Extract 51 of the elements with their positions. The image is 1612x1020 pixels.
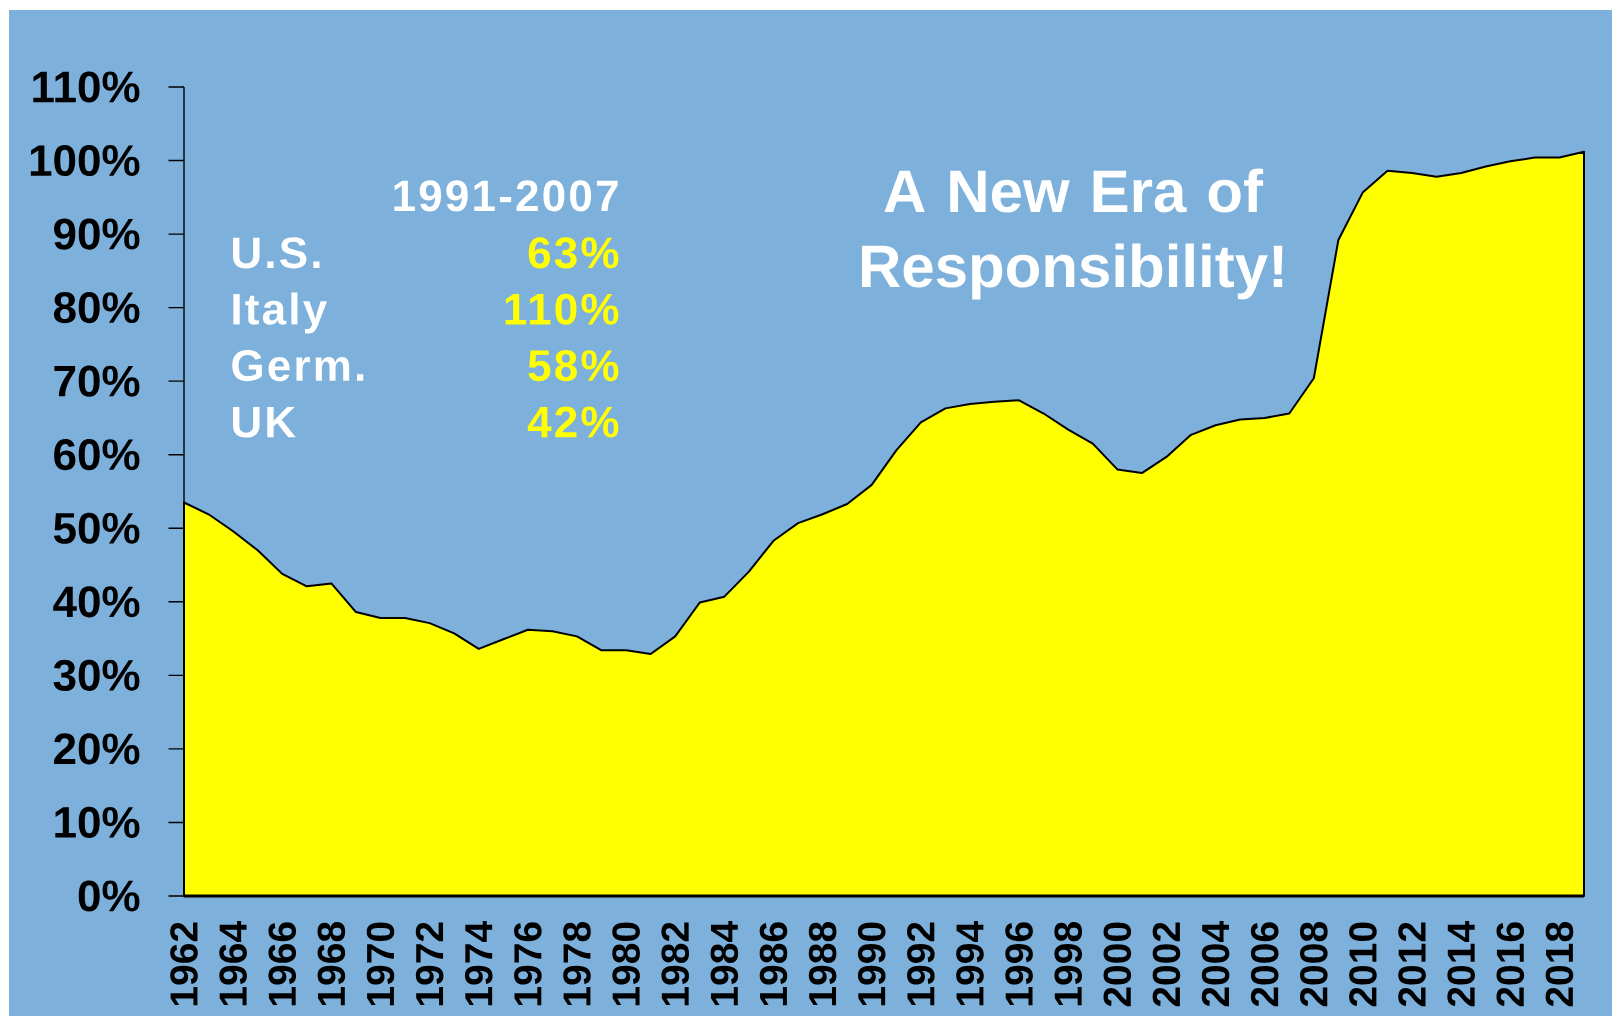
- x-tick-label: 1998: [1054, 922, 1083, 1006]
- x-tick-label: 1968: [317, 922, 346, 1006]
- y-tick-label: 0%: [78, 880, 140, 912]
- x-tick-label: 2000: [1103, 922, 1132, 1007]
- x-tick-label: 2006: [1250, 922, 1279, 1007]
- y-tick-label: 30%: [53, 659, 140, 691]
- y-tick-label: 90%: [54, 218, 140, 250]
- annotation: 63%: [528, 237, 619, 269]
- y-tick-label: 40%: [53, 586, 140, 618]
- x-tick-label: 1996: [1005, 922, 1033, 1006]
- x-tick-label: 1972: [415, 922, 444, 1006]
- x-tick-label: 2016: [1496, 922, 1525, 1007]
- x-tick-label: 2010: [1349, 922, 1377, 1007]
- y-tick-label: 100%: [30, 144, 140, 177]
- x-tick-label: 2014: [1447, 921, 1475, 1007]
- annotation: 58%: [528, 350, 619, 382]
- x-tick-label: 1980: [612, 922, 640, 1006]
- x-tick-label: 1990: [857, 922, 886, 1006]
- x-tick-label: 1994: [956, 921, 984, 1006]
- y-tick-label: 10%: [55, 806, 140, 839]
- x-tick-label: 1986: [759, 922, 788, 1006]
- y-tick-label: 60%: [54, 439, 140, 471]
- y-tick-label: 50%: [53, 512, 140, 544]
- y-tick-label: 70%: [54, 365, 140, 397]
- annotation: Italy: [233, 292, 327, 334]
- x-tick-label: 2004: [1201, 921, 1230, 1007]
- y-tick-label: 20%: [54, 733, 140, 765]
- x-tick-label: 2018: [1545, 922, 1574, 1007]
- text: A New Era of Responsibility!: [862, 168, 1283, 300]
- x-tick-label: 2002: [1152, 922, 1181, 1007]
- annotation: Germ.: [232, 350, 364, 382]
- x-tick-label: 1978: [563, 922, 591, 1006]
- annotation: UK: [233, 406, 296, 438]
- x-tick-label: 1984: [710, 921, 739, 1006]
- x-tick-label: 1962: [170, 922, 198, 1006]
- x-tick-label: 2012: [1398, 922, 1426, 1007]
- x-tick-label: 1992: [907, 922, 935, 1006]
- x-tick-label: 2008: [1300, 922, 1328, 1007]
- x-tick-label: 1966: [268, 922, 297, 1006]
- annotation: 110%: [505, 293, 619, 325]
- y-tick-label: 110%: [33, 71, 140, 103]
- annotation: U.S.: [233, 237, 320, 269]
- x-tick-label: 1988: [808, 922, 837, 1006]
- x-tick-label: 1982: [661, 922, 690, 1006]
- x-tick-label: 1976: [514, 922, 542, 1006]
- x-tick-label: 1974: [464, 921, 493, 1006]
- annotation: 42%: [527, 406, 619, 438]
- x-tick-label: 1964: [219, 921, 247, 1006]
- annotation: 1991-2007: [394, 180, 618, 212]
- x-tick-label: 1970: [366, 922, 395, 1006]
- y-tick-label: 80%: [53, 292, 140, 324]
